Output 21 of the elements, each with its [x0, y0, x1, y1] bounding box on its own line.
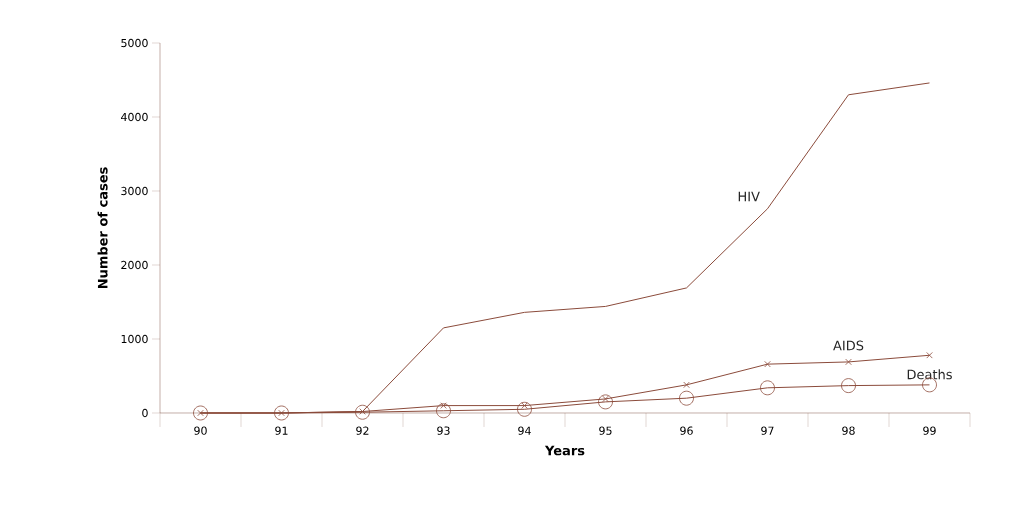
y-axis-title: Number of cases	[97, 167, 108, 289]
x-tick-label: 98	[842, 426, 855, 435]
y-tick-label: 3000	[121, 186, 148, 196]
y-tick-label: 1000	[121, 334, 148, 344]
y-tick-label: 2000	[121, 260, 148, 270]
x-tick-label: 90	[194, 426, 207, 435]
x-tick-label: 92	[356, 426, 369, 435]
x-tick-label: 96	[680, 426, 693, 435]
series-label: HIV	[738, 191, 760, 202]
x-axis-title: Years	[544, 445, 585, 456]
y-tick-label: 5000	[121, 38, 148, 48]
x-tick-label: 91	[275, 426, 288, 435]
x-tick-label: 95	[599, 426, 612, 435]
x-tick-label: 97	[761, 426, 774, 435]
y-tick-label: 0	[142, 408, 148, 418]
series-label: AIDS	[833, 340, 864, 351]
x-tick-label: 93	[437, 426, 450, 435]
series-label: Deaths	[907, 369, 952, 380]
x-tick-label: 94	[518, 426, 531, 435]
x-tick-label: 99	[923, 426, 936, 435]
y-tick-label: 4000	[121, 112, 148, 122]
